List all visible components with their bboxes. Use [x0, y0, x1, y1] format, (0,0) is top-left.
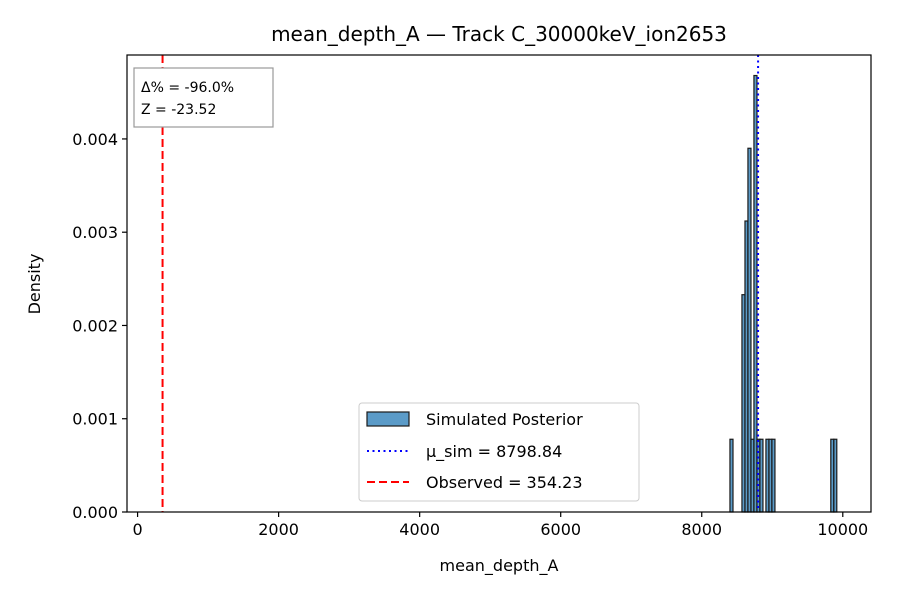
x-axis-label: mean_depth_A	[440, 556, 559, 576]
stats-annotation-box	[133, 67, 274, 128]
y-tick-label: 0.002	[72, 316, 118, 335]
histogram-bars	[729, 74, 838, 513]
y-axis-label: Density	[25, 254, 44, 315]
x-tick-label: 10000	[817, 520, 868, 539]
legend-label-observed: Observed = 354.23	[426, 473, 583, 492]
x-tick-label: 8000	[681, 520, 722, 539]
y-tick-label: 0.003	[72, 223, 118, 242]
reference-lines	[161, 55, 760, 512]
legend-label-mu-sim: μ_sim = 8798.84	[426, 442, 562, 462]
x-tick-label: 0	[132, 520, 142, 539]
chart-title: mean_depth_A — Track C_30000keV_ion2653	[271, 22, 727, 46]
legend-swatch-simulated-posterior	[366, 411, 410, 427]
legend: Simulated Posterior μ_sim = 8798.84 Obse…	[358, 402, 640, 502]
y-tick-label: 0.000	[72, 503, 118, 522]
x-tick-label: 4000	[399, 520, 440, 539]
histogram-bar-7	[759, 438, 764, 513]
y-tick-label: 0.001	[72, 410, 118, 429]
x-tick-label: 6000	[540, 520, 581, 539]
histogram-bar-10	[771, 438, 776, 513]
legend-box	[358, 402, 640, 502]
x-axis-ticks: 0 2000 4000 6000 8000 10000	[132, 512, 868, 539]
histogram-bar-0	[729, 438, 734, 513]
y-axis-ticks: 0.000 0.001 0.002 0.003 0.004	[72, 130, 127, 522]
legend-label-simulated-posterior: Simulated Posterior	[426, 410, 583, 429]
plot-frame	[126, 54, 872, 513]
histogram-bar-12	[833, 438, 838, 513]
x-tick-label: 2000	[258, 520, 299, 539]
y-tick-label: 0.004	[72, 130, 118, 149]
stats-annotation: Δ% = -96.0% Z = -23.52	[133, 67, 274, 128]
z-score-text: Z = -23.52	[141, 102, 216, 118]
delta-percent-text: Δ% = -96.0%	[141, 80, 234, 96]
